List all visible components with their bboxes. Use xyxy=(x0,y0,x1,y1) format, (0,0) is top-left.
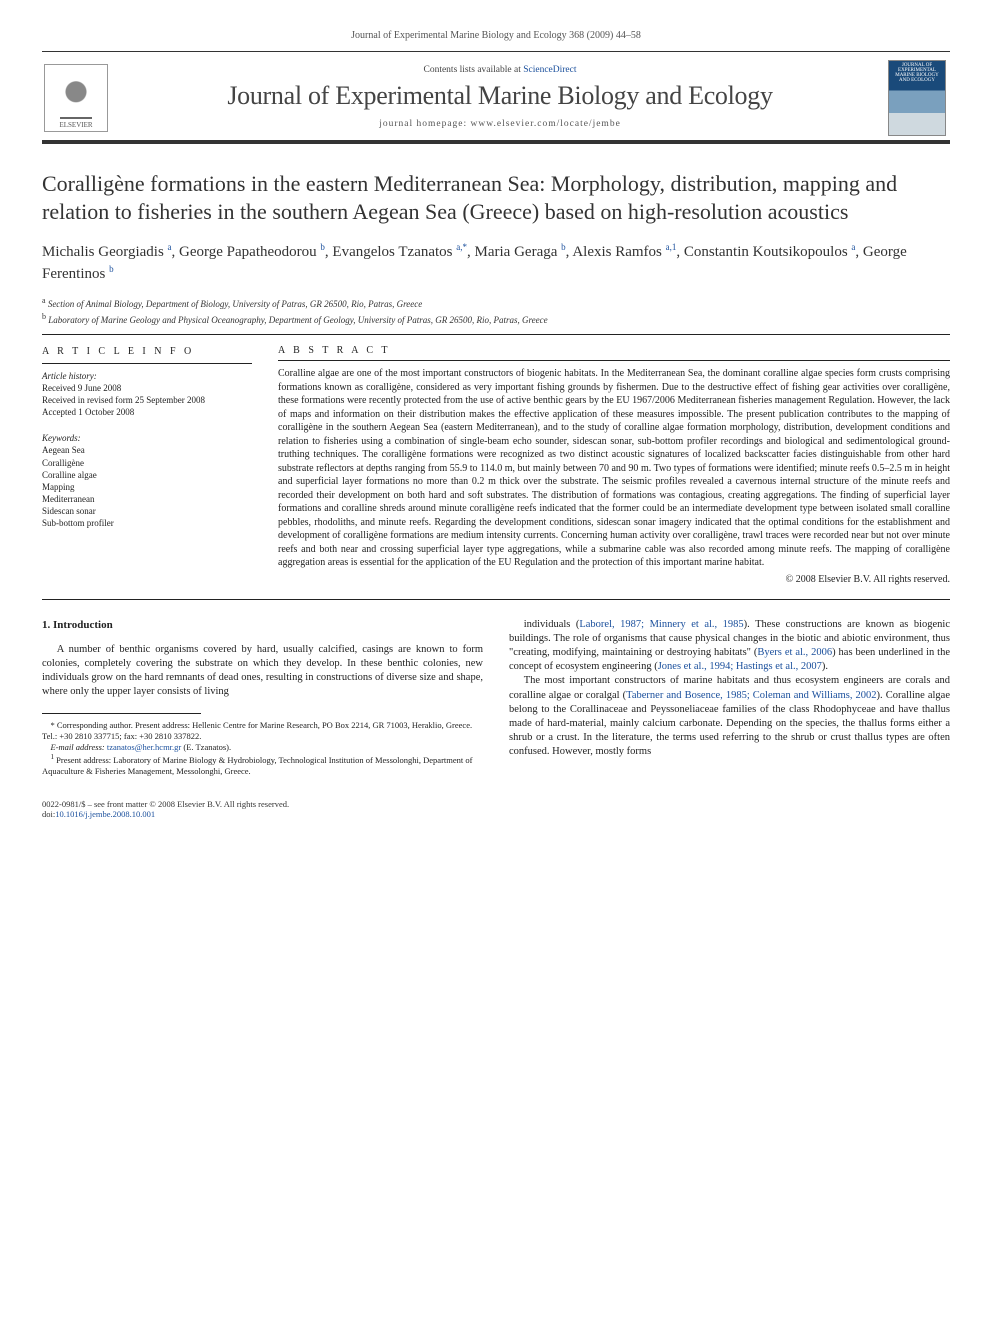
keyword: Sub-bottom profiler xyxy=(42,517,252,529)
cite-taberner-coleman[interactable]: Taberner and Bosence, 1985; Coleman and … xyxy=(626,690,876,701)
running-head: Journal of Experimental Marine Biology a… xyxy=(42,30,950,41)
keyword: Aegean Sea xyxy=(42,444,252,456)
abstract-column: A B S T R A C T Coralline algae are one … xyxy=(278,345,950,585)
email-label: E-mail address: xyxy=(51,742,107,752)
footer-doi: doi:10.1016/j.jembe.2008.10.001 xyxy=(42,809,289,819)
footnote-email: E-mail address: tzanatos@her.hcmr.gr (E.… xyxy=(42,742,483,753)
elsevier-label: ELSEVIER xyxy=(59,121,92,129)
author-list: Michalis Georgiadis a, George Papatheodo… xyxy=(42,241,950,285)
page-footer: 0022-0981/$ – see front matter © 2008 El… xyxy=(42,799,950,819)
email-tail: (E. Tzanatos). xyxy=(183,742,231,752)
masthead-center: Contents lists available at ScienceDirec… xyxy=(120,61,880,135)
body-two-column: 1. Introduction A number of benthic orga… xyxy=(42,618,950,778)
masthead: ELSEVIER Contents lists available at Sci… xyxy=(42,51,950,144)
footer-copyright: 0022-0981/$ – see front matter © 2008 El… xyxy=(42,799,289,809)
intro-p2a: individuals ( xyxy=(524,619,580,630)
history-label: Article history: xyxy=(42,371,97,381)
abstract-text: Coralline algae are one of the most impo… xyxy=(278,367,950,570)
intro-p3: The most important constructors of marin… xyxy=(509,674,950,759)
keyword: Mediterranean xyxy=(42,493,252,505)
email-link[interactable]: tzanatos@her.hcmr.gr xyxy=(107,742,181,752)
journal-homepage-line: journal homepage: www.elsevier.com/locat… xyxy=(120,119,880,129)
section-1-heading: 1. Introduction xyxy=(42,618,483,633)
abstract-head: A B S T R A C T xyxy=(278,345,950,356)
affiliation: b Laboratory of Marine Geology and Physi… xyxy=(42,311,950,327)
cite-laborel-minnery[interactable]: Laborel, 1987; Minnery et al., 1985 xyxy=(579,619,743,630)
affiliation: a Section of Animal Biology, Department … xyxy=(42,295,950,311)
history-line: Accepted 1 October 2008 xyxy=(42,406,252,418)
footnote-separator xyxy=(42,713,201,714)
footnote-1-mark: 1 xyxy=(51,753,55,761)
affiliations: a Section of Animal Biology, Department … xyxy=(42,295,950,326)
footer-left: 0022-0981/$ – see front matter © 2008 El… xyxy=(42,799,289,819)
journal-cover-thumb: JOURNAL OF EXPERIMENTAL MARINE BIOLOGY A… xyxy=(888,60,946,136)
footnotes: * Corresponding author. Present address:… xyxy=(42,720,483,777)
rule-above-info xyxy=(42,334,950,335)
contents-prefix: Contents lists available at xyxy=(423,65,523,75)
sciencedirect-link[interactable]: ScienceDirect xyxy=(523,65,576,75)
article-title: Coralligène formations in the eastern Me… xyxy=(42,170,950,225)
contents-list-line: Contents lists available at ScienceDirec… xyxy=(120,65,880,75)
homepage-url: www.elsevier.com/locate/jembe xyxy=(471,119,621,129)
intro-p2: individuals (Laborel, 1987; Minnery et a… xyxy=(509,618,950,675)
history-line: Received in revised form 25 September 20… xyxy=(42,394,252,406)
keyword: Sidescan sonar xyxy=(42,505,252,517)
intro-p1: A number of benthic organisms covered by… xyxy=(42,643,483,700)
keyword: Coralligène xyxy=(42,457,252,469)
homepage-prefix: journal homepage: xyxy=(379,119,470,129)
elsevier-tree-icon xyxy=(60,81,92,119)
cite-byers[interactable]: Byers et al., 2006 xyxy=(757,647,832,658)
keywords-list: Aegean SeaCoralligèneCoralline algaeMapp… xyxy=(42,444,252,529)
cite-jones-hastings[interactable]: Jones et al., 1994; Hastings et al., 200… xyxy=(658,661,822,672)
article-info-rule xyxy=(42,363,252,364)
keyword: Coralline algae xyxy=(42,469,252,481)
rule-below-abstract xyxy=(42,599,950,600)
doi-link[interactable]: 10.1016/j.jembe.2008.10.001 xyxy=(55,809,155,819)
journal-name: Journal of Experimental Marine Biology a… xyxy=(120,81,880,111)
history-line: Received 9 June 2008 xyxy=(42,382,252,394)
footnote-1-text: Present address: Laboratory of Marine Bi… xyxy=(42,755,472,776)
keywords-label: Keywords: xyxy=(42,432,252,444)
history-lines: Received 9 June 2008Received in revised … xyxy=(42,382,252,418)
elsevier-logo: ELSEVIER xyxy=(44,64,108,132)
footnote-1: 1 Present address: Laboratory of Marine … xyxy=(42,753,483,777)
footnote-corresponding: * Corresponding author. Present address:… xyxy=(42,720,483,742)
article-info-head: A R T I C L E I N F O xyxy=(42,345,252,359)
abstract-copyright: © 2008 Elsevier B.V. All rights reserved… xyxy=(278,574,950,585)
keyword: Mapping xyxy=(42,481,252,493)
doi-prefix: doi: xyxy=(42,809,55,819)
info-abstract-row: A R T I C L E I N F O Article history: R… xyxy=(42,345,950,585)
abstract-rule xyxy=(278,360,950,361)
article-info: A R T I C L E I N F O Article history: R… xyxy=(42,345,252,585)
intro-p2d: ). xyxy=(822,661,828,672)
